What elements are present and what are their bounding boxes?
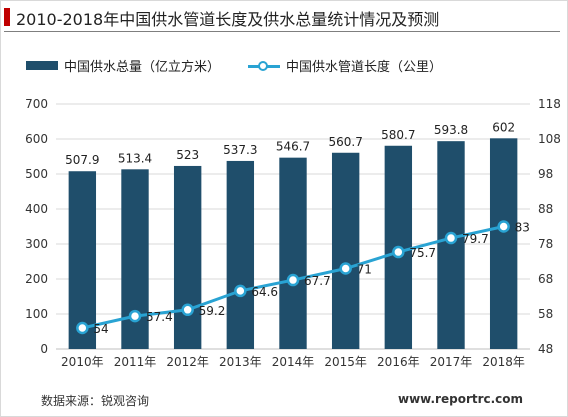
bar	[279, 157, 307, 349]
y-left-tick-label: 0	[40, 342, 48, 356]
y-left-tick-label: 300	[25, 237, 48, 251]
legend-line-label: 中国供水管道长度（公里）	[286, 60, 443, 75]
source-note: 数据来源：锐观咨询	[41, 394, 150, 408]
x-tick-label: 2013年	[219, 355, 262, 369]
line-point	[497, 220, 510, 233]
bar-value-label: 602	[492, 120, 515, 134]
title-divider	[4, 31, 560, 32]
bar	[68, 171, 97, 349]
line-value-label: 64.6	[251, 285, 278, 299]
chart-title: 2010-2018年中国供水管道长度及供水总量统计情况及预测	[16, 10, 440, 29]
y-left-tick-label: 600	[25, 132, 48, 146]
bar-value-label: 523	[176, 148, 199, 162]
title-area: 2010-2018年中国供水管道长度及供水总量统计情况及预测	[0, 0, 568, 34]
line-point	[286, 273, 300, 287]
x-tick-label: 2010年	[61, 355, 104, 369]
title-accent-bar	[4, 8, 10, 26]
y-right-tick-label: 78	[538, 237, 553, 251]
line-point	[234, 284, 247, 298]
x-tick-label: 2018年	[482, 355, 525, 369]
line-point	[181, 303, 194, 317]
x-tick-label: 2012年	[166, 355, 209, 369]
website-label: www.reportrc.com	[398, 392, 524, 406]
bar-value-label: 593.8	[434, 123, 468, 137]
x-tick-label: 2017年	[430, 355, 473, 369]
y-right-tick-label: 58	[538, 307, 553, 321]
y-right-tick-label: 98	[538, 167, 553, 181]
bar-value-label: 546.7	[276, 140, 310, 154]
line-value-label: 71	[357, 263, 372, 277]
bar	[489, 138, 518, 349]
x-tick-label: 2016年	[377, 355, 420, 369]
y-right-tick-label: 118	[538, 97, 561, 111]
line-value-label: 67.7	[304, 274, 331, 288]
x-tick-label: 2011年	[114, 355, 157, 369]
line-value-label: 75.7	[409, 246, 436, 260]
y-left-tick-label: 700	[25, 97, 48, 111]
line-value-label: 79.7	[462, 232, 489, 246]
line-point	[128, 309, 142, 323]
line-point	[444, 231, 458, 245]
legend-bar-swatch	[26, 61, 58, 70]
y-left-tick-label: 400	[25, 202, 48, 216]
y-right-tick-label: 68	[538, 272, 553, 286]
bar	[437, 141, 465, 349]
bar	[331, 152, 360, 349]
legend: 中国供水总量（亿立方米） 中国供水管道长度（公里）	[26, 56, 442, 75]
legend-bar-label: 中国供水总量（亿立方米）	[64, 60, 221, 75]
y-left-tick-label: 200	[25, 272, 48, 286]
x-tick-label: 2015年	[324, 355, 367, 369]
line-point	[392, 245, 405, 259]
y-left-tick-label: 100	[25, 307, 48, 321]
y-right-tick-label: 48	[538, 342, 553, 356]
y-right-tick-label: 88	[538, 202, 553, 216]
bar-value-label: 537.3	[223, 143, 257, 157]
line-value-label: 83	[515, 221, 530, 235]
y-right-tick-label: 108	[538, 132, 561, 146]
line-value-label: 59.2	[199, 304, 226, 318]
bar-value-label: 507.9	[65, 153, 99, 167]
bar	[226, 160, 255, 349]
line-point	[339, 262, 352, 275]
bar-value-label: 560.7	[328, 135, 362, 149]
x-tick-label: 2014年	[272, 355, 315, 369]
line-value-label: 54	[93, 322, 108, 336]
legend-line-swatch	[248, 60, 281, 71]
bar	[173, 165, 202, 349]
bar-value-label: 513.4	[118, 151, 152, 165]
y-left-tick-label: 500	[25, 167, 48, 181]
line-value-label: 57.4	[146, 310, 173, 324]
line-point	[76, 321, 89, 335]
bar-value-label: 580.7	[381, 128, 415, 142]
